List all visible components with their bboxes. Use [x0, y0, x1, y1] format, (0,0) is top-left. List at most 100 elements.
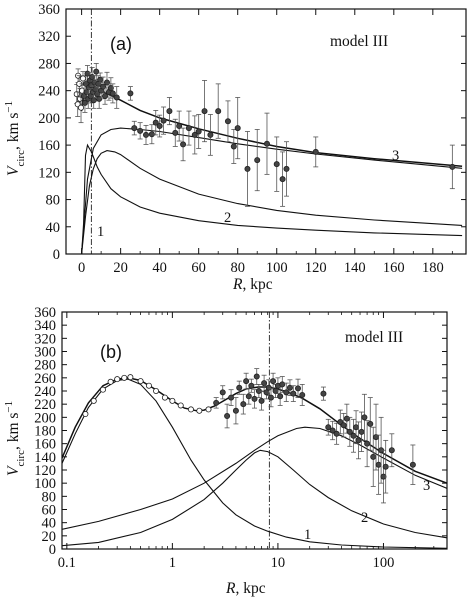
panel-a-x-tick-label: 80 — [230, 260, 245, 276]
panel-a-y-tick-label: 0 — [53, 247, 60, 263]
panel-b-data-point — [99, 386, 106, 393]
panel-a-y-tick-label: 280 — [38, 56, 60, 72]
panel-b-data-point — [127, 374, 134, 381]
panel-a-y-tick-label: 200 — [38, 111, 60, 127]
panel-b-data-point — [268, 394, 275, 401]
panel-b-data-point — [245, 393, 252, 400]
panel-a-data-point — [283, 165, 290, 172]
panel-a-data-point — [107, 84, 114, 91]
panel-b-data-point — [243, 378, 250, 385]
panel-b-data-point — [255, 387, 262, 394]
panel-b-data-point — [213, 399, 220, 406]
panel-b-y-tick-label: 160 — [34, 437, 56, 453]
panel-b-data-point — [295, 385, 302, 392]
panel-b-model-label: model III — [345, 329, 403, 346]
panel-b-x-axis-label: R, kpc — [225, 580, 266, 597]
panel-b-curve-2 — [62, 426, 447, 530]
panel-a-y-tick-label: 160 — [38, 138, 60, 154]
panel-a-curve-total-disk-halo — [81, 127, 463, 254]
panel-a-data-point — [102, 93, 109, 100]
panel-a-data-point — [224, 118, 231, 125]
panel-b-y-tick-label: 340 — [34, 318, 56, 334]
panel-a-curve-label-1: 1 — [97, 224, 104, 240]
panel-b-data-point — [353, 424, 360, 431]
panel-b-y-tick-label: 0 — [49, 542, 56, 558]
panel-a-x-tick-label: 40 — [152, 260, 167, 276]
panel-a-data-point — [191, 131, 198, 138]
panel-b-x-tick-label: 100 — [373, 555, 395, 571]
panel-b-data-point — [137, 378, 144, 385]
panel-a-data-point — [131, 125, 138, 132]
panel-b-curve-total-disk-halo — [62, 378, 447, 549]
panel-b-data-point — [355, 437, 362, 444]
panel-b-data-point — [361, 414, 368, 421]
panel-b-y-tick-label: 80 — [42, 489, 57, 505]
panel-b-curve-label-2: 2 — [361, 510, 368, 526]
panel-b-y-tick-label: 200 — [34, 410, 56, 426]
panel-b-y-tick-label: 320 — [34, 331, 56, 347]
panel-b-data-point — [177, 402, 184, 409]
panel-b-data-point — [224, 413, 231, 420]
panel-a-curve-1 — [81, 143, 463, 254]
panel-a-x-tick-label: 180 — [422, 260, 444, 276]
panel-b-x-tick-label: 1 — [169, 555, 176, 571]
panel-b-data-point — [161, 394, 168, 401]
panel-b-data-point — [169, 397, 176, 404]
panel-b-label: (b) — [100, 342, 122, 362]
panel-b-data-point — [240, 401, 247, 408]
panel-b-data-point — [320, 390, 327, 397]
panel-a-y-tick-label: 320 — [38, 29, 60, 45]
panel-b-data-point — [299, 391, 306, 398]
panel-a-model-label: model III — [330, 33, 388, 50]
panel-b-data-point — [248, 382, 255, 389]
panel-a-curve-label-3: 3 — [392, 148, 399, 164]
panel-b-data-point — [236, 384, 243, 391]
panel-b-data-point — [277, 393, 284, 400]
panel-a-data-point — [185, 125, 192, 132]
panel-b-data-point — [388, 447, 395, 454]
panel-b-y-tick-label: 280 — [34, 358, 56, 374]
panel-b-data-point — [251, 395, 258, 402]
panel-a-data-point — [79, 75, 86, 82]
panel-b-data-point — [145, 382, 152, 389]
panel-b-data-point — [258, 397, 265, 404]
panel-b-data-point — [290, 390, 297, 397]
panel-a-data-point — [156, 123, 163, 130]
panel-b-y-axis-label: Vcirc, km s−1 — [3, 401, 27, 476]
panel-a-y-tick-label: 40 — [46, 220, 61, 236]
panel-a-label: (a) — [110, 34, 132, 54]
panel-a-data-point — [195, 128, 202, 135]
panel-a-curve-2 — [81, 150, 463, 254]
panel-b-data-point — [219, 389, 226, 396]
panel-a-data-point — [90, 97, 97, 104]
panel-a-data-point — [109, 90, 116, 97]
panel-a-data-point — [207, 131, 214, 138]
panel-a-data-point — [137, 127, 144, 134]
panel-a-curve-3 — [80, 85, 463, 167]
panel-a-x-tick-label: 140 — [344, 260, 366, 276]
panel-a-data-point — [230, 143, 237, 150]
panel-a-data-point — [201, 108, 208, 115]
panel-b-y-tick-label: 140 — [34, 450, 56, 466]
panel-a-data-point — [312, 148, 319, 155]
panel-b-data-point — [270, 378, 277, 385]
panel-a-data-point — [113, 94, 120, 101]
panel-b-data-point — [187, 406, 194, 413]
panel-b-y-tick-label: 300 — [34, 345, 56, 361]
panel-a-data-point — [78, 104, 85, 111]
panel-b-data-point — [283, 389, 290, 396]
panel-a-y-axis-label: Vcirc, km s−1 — [3, 101, 27, 176]
panel-b-data-point — [329, 427, 336, 434]
panel-b-data-point — [279, 381, 286, 388]
panel-b-data-point — [114, 376, 121, 383]
panel-a-data-point — [93, 68, 100, 75]
panel-b-data-point — [380, 473, 387, 480]
panel-b-data-point — [90, 397, 97, 404]
panel-b-data-point — [232, 407, 239, 414]
panel-b-data-point — [196, 407, 203, 414]
panel-b-data-point — [265, 384, 272, 391]
panel-a-x-tick-label: 20 — [113, 260, 128, 276]
panel-a-data-point — [244, 165, 251, 172]
panel-a-y-tick-label: 120 — [38, 165, 60, 181]
panel-b-content — [62, 312, 447, 549]
